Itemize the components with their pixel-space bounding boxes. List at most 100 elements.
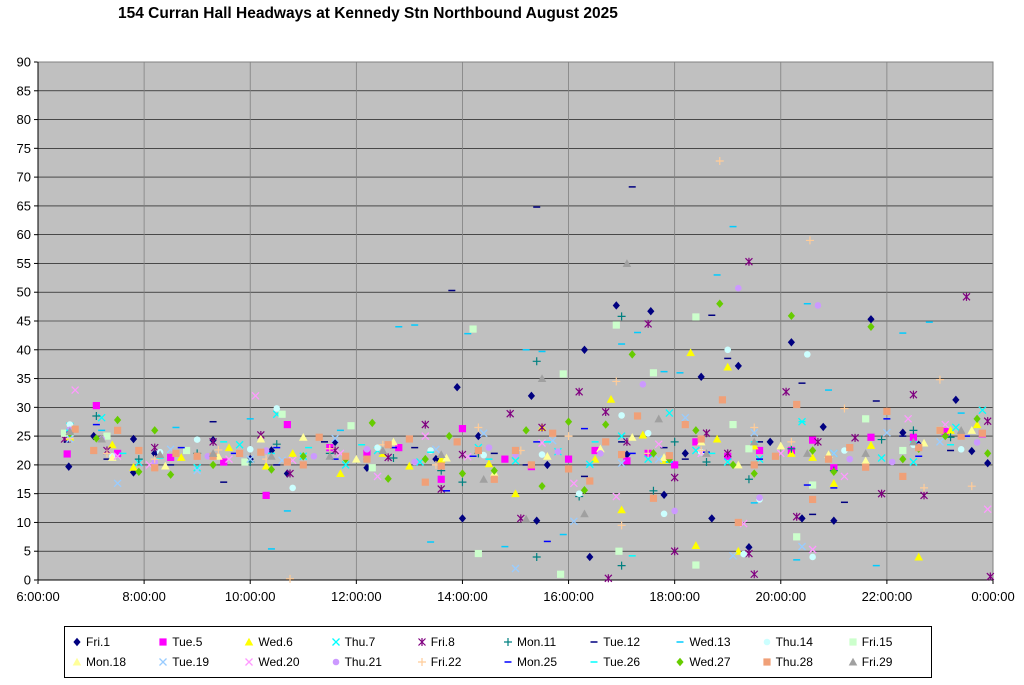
data-point — [299, 461, 307, 469]
data-point — [368, 464, 376, 472]
data-point — [208, 449, 218, 457]
data-point — [421, 454, 429, 464]
data-point — [167, 453, 175, 462]
data-point — [638, 430, 648, 439]
data-point — [899, 472, 907, 480]
data-point — [734, 460, 743, 469]
data-point — [697, 446, 706, 455]
legend-marker-icon — [159, 638, 167, 646]
data-point — [846, 455, 854, 463]
data-point — [554, 448, 562, 455]
data-point — [936, 426, 944, 434]
legend-label: Mon.11 — [517, 635, 557, 649]
data-point — [622, 259, 632, 267]
data-point — [161, 461, 170, 470]
data-point — [298, 432, 308, 441]
data-point — [692, 438, 700, 446]
legend-label: Tue.26 — [603, 655, 641, 669]
data-point — [787, 449, 796, 457]
data-point — [967, 482, 976, 491]
data-point — [952, 395, 960, 405]
data-point — [193, 452, 201, 460]
data-point — [511, 489, 520, 498]
data-point — [484, 459, 494, 468]
data-point — [129, 462, 138, 471]
data-point — [596, 444, 605, 453]
series-fri-29 — [65, 259, 966, 523]
data-point — [649, 486, 658, 495]
data-point — [867, 322, 875, 331]
series-thu-28 — [71, 396, 986, 527]
data-point — [840, 472, 849, 481]
data-point — [617, 459, 626, 468]
data-point — [882, 428, 891, 437]
data-point — [113, 426, 122, 434]
data-point — [411, 458, 418, 466]
data-point — [214, 445, 223, 454]
data-point — [538, 451, 546, 458]
data-point — [846, 444, 854, 452]
data-point — [612, 321, 620, 329]
data-point — [286, 469, 294, 478]
data-point — [920, 483, 929, 492]
legend-label: Thu.28 — [775, 655, 813, 669]
data-point — [671, 461, 679, 469]
data-point — [65, 462, 73, 471]
legend-item: Tue.26 — [588, 653, 640, 671]
data-point — [60, 429, 69, 437]
data-point — [671, 507, 678, 515]
legend-label: Mon.18 — [86, 655, 127, 669]
legend-marker-icon — [73, 637, 81, 647]
legend-marker-icon — [590, 661, 598, 663]
data-point — [750, 469, 758, 478]
data-point — [352, 454, 361, 463]
data-point — [723, 449, 732, 458]
data-point — [193, 436, 201, 443]
data-point — [649, 494, 658, 502]
data-point — [564, 417, 573, 426]
data-point — [957, 446, 965, 453]
legend-marker-icon — [332, 658, 339, 666]
data-point — [405, 461, 414, 470]
data-point — [261, 461, 271, 470]
data-point — [437, 462, 445, 470]
data-point — [984, 449, 992, 458]
x-tick-label: 18:00:00 — [649, 589, 700, 604]
legend-marker-icon — [676, 657, 684, 667]
data-point — [363, 446, 371, 453]
scatter-plot: 0 5 10 15 20 25 30 35 40 45 50 55 60 65 70 75 80 85 90 6:00… — [16, 55, 1014, 605]
data-point — [135, 446, 143, 455]
data-point — [750, 428, 759, 437]
data-point — [66, 421, 74, 428]
data-point — [808, 545, 817, 554]
legend-item: Tue.5 — [157, 633, 202, 651]
x-tick-label: 16:00:00 — [543, 589, 594, 604]
data-point — [654, 455, 663, 464]
data-point — [236, 449, 244, 457]
data-point — [983, 417, 992, 426]
data-point — [71, 386, 80, 395]
data-point — [474, 549, 482, 558]
data-point — [378, 446, 388, 454]
data-point — [90, 446, 98, 455]
data-point — [586, 552, 594, 562]
legend-marker-icon — [504, 638, 512, 646]
data-point — [241, 458, 249, 466]
data-point — [580, 345, 589, 354]
y-tick-label: 60 — [17, 227, 31, 242]
data-point — [639, 381, 647, 388]
series-fri-8 — [60, 257, 995, 583]
data-point — [278, 410, 286, 418]
data-point — [92, 402, 100, 410]
data-point — [755, 446, 764, 455]
data-point — [883, 407, 891, 415]
data-point — [766, 437, 774, 447]
data-point — [220, 458, 228, 466]
data-point — [734, 518, 742, 527]
data-point — [527, 391, 536, 401]
data-point — [899, 428, 907, 437]
data-point — [670, 437, 679, 446]
data-point — [474, 431, 482, 441]
legend-marker-icon — [762, 658, 771, 666]
data-point — [538, 423, 546, 432]
